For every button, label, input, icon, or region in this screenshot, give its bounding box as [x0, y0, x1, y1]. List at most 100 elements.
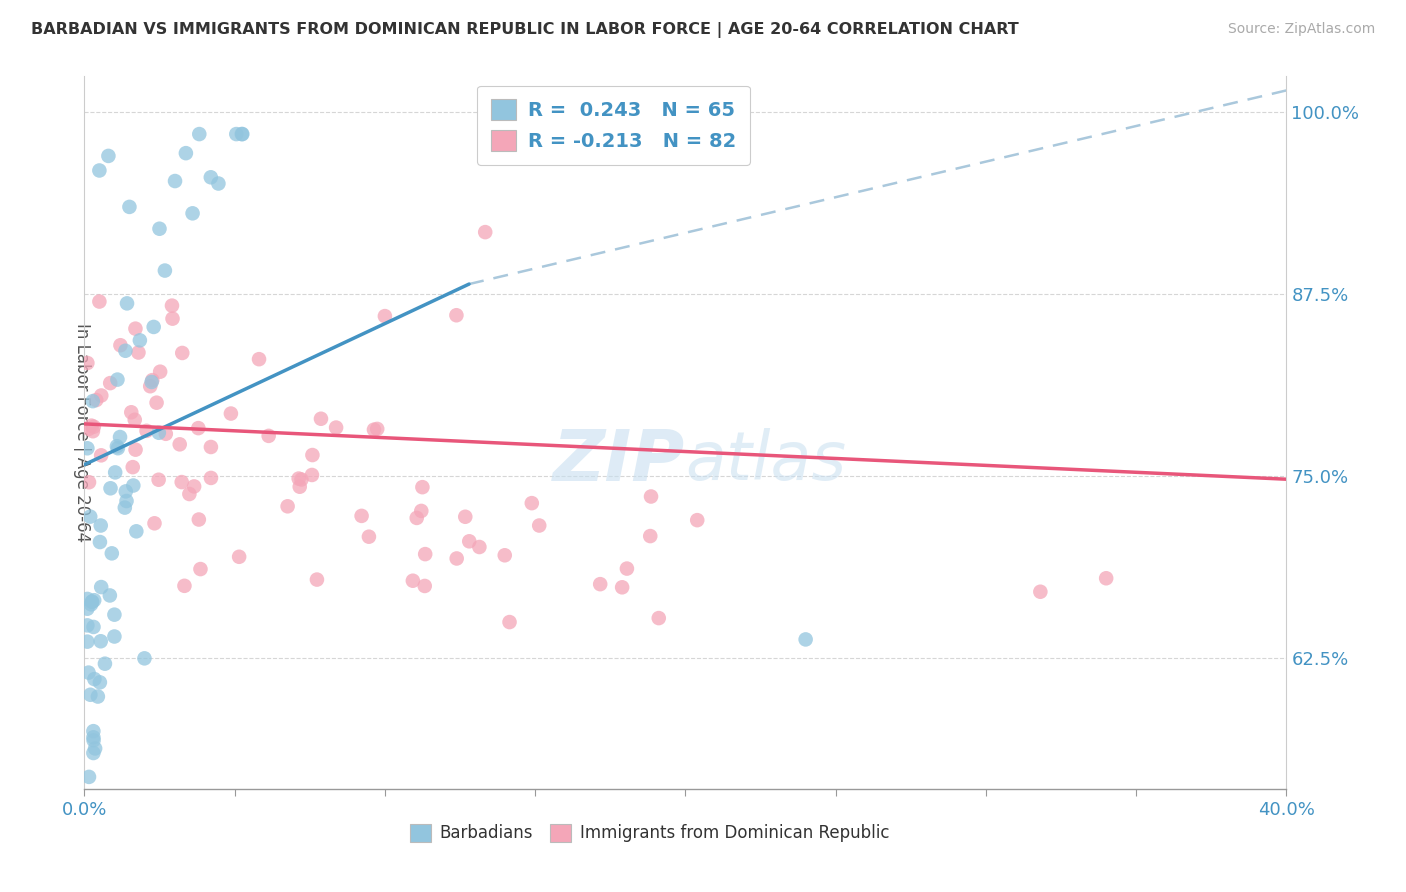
- Point: [187, 421, 209, 435]
- Point: [174, 146, 197, 161]
- Point: [82, 746, 104, 760]
- Point: [77, 665, 100, 680]
- Point: [188, 127, 211, 141]
- Point: [247, 352, 270, 367]
- Point: [114, 343, 136, 358]
- Point: [190, 562, 212, 576]
- Point: [143, 516, 166, 531]
- Point: [301, 448, 323, 462]
- Point: [163, 174, 186, 188]
- Point: [520, 496, 543, 510]
- Point: [589, 577, 612, 591]
- Point: [458, 534, 481, 549]
- Point: [104, 466, 127, 480]
- Point: [350, 508, 373, 523]
- Point: [84, 392, 107, 407]
- Point: [77, 770, 100, 784]
- Point: [402, 574, 425, 588]
- Point: [142, 320, 165, 334]
- Point: [94, 657, 117, 671]
- Point: [134, 651, 156, 665]
- Point: [103, 607, 125, 622]
- Point: [90, 388, 112, 402]
- Point: [122, 478, 145, 492]
- Point: [141, 375, 163, 389]
- Point: [124, 442, 146, 457]
- Point: [172, 346, 194, 360]
- Point: [149, 365, 172, 379]
- Point: [288, 480, 311, 494]
- Point: [181, 206, 204, 220]
- Point: [76, 442, 98, 456]
- Point: [207, 177, 229, 191]
- Text: Source: ZipAtlas.com: Source: ZipAtlas.com: [1227, 22, 1375, 37]
- Point: [363, 423, 385, 437]
- Point: [290, 473, 312, 487]
- Point: [115, 296, 138, 310]
- Point: [141, 373, 163, 387]
- Text: BARBADIAN VS IMMIGRANTS FROM DOMINICAN REPUBLIC IN LABOR FORCE | AGE 20-64 CORRE: BARBADIAN VS IMMIGRANTS FROM DOMINICAN R…: [31, 22, 1019, 38]
- Point: [87, 690, 110, 704]
- Point: [173, 579, 195, 593]
- Point: [413, 547, 436, 561]
- Point: [90, 634, 112, 648]
- Point: [139, 379, 162, 393]
- Text: ZIP: ZIP: [553, 426, 686, 496]
- Point: [82, 394, 104, 409]
- Point: [76, 601, 98, 615]
- Point: [225, 127, 247, 141]
- Point: [90, 448, 112, 462]
- Point: [366, 422, 388, 436]
- Text: atlas: atlas: [686, 428, 846, 494]
- Point: [257, 429, 280, 443]
- Point: [76, 591, 98, 606]
- Point: [97, 149, 120, 163]
- Point: [1095, 571, 1118, 585]
- Point: [411, 480, 433, 494]
- Point: [277, 500, 299, 514]
- Point: [686, 513, 709, 527]
- Point: [301, 467, 323, 482]
- Point: [76, 618, 98, 632]
- Point: [127, 345, 149, 359]
- Point: [98, 589, 121, 603]
- Point: [183, 479, 205, 493]
- Point: [107, 441, 129, 455]
- Point: [325, 420, 347, 434]
- Point: [148, 221, 170, 235]
- Point: [76, 356, 98, 370]
- Point: [128, 334, 150, 348]
- Point: [83, 672, 105, 686]
- Point: [200, 440, 222, 454]
- Point: [357, 530, 380, 544]
- Y-axis label: In Labor Force | Age 20-64: In Labor Force | Age 20-64: [73, 323, 91, 542]
- Point: [103, 630, 125, 644]
- Point: [124, 321, 146, 335]
- Point: [155, 426, 177, 441]
- Point: [118, 200, 141, 214]
- Point: [411, 504, 433, 518]
- Point: [90, 518, 112, 533]
- Point: [169, 437, 191, 451]
- Point: [80, 595, 103, 609]
- Point: [76, 634, 98, 648]
- Point: [124, 413, 146, 427]
- Point: [77, 422, 100, 436]
- Point: [160, 299, 183, 313]
- Point: [121, 460, 143, 475]
- Point: [115, 494, 138, 508]
- Point: [170, 475, 193, 489]
- Point: [309, 411, 332, 425]
- Point: [98, 376, 121, 391]
- Point: [83, 593, 105, 607]
- Point: [114, 484, 136, 499]
- Point: [153, 263, 176, 277]
- Point: [200, 471, 222, 485]
- Point: [640, 490, 662, 504]
- Point: [446, 551, 468, 566]
- Point: [89, 535, 111, 549]
- Point: [135, 424, 157, 438]
- Point: [83, 733, 105, 747]
- Point: [114, 500, 136, 515]
- Point: [616, 561, 638, 575]
